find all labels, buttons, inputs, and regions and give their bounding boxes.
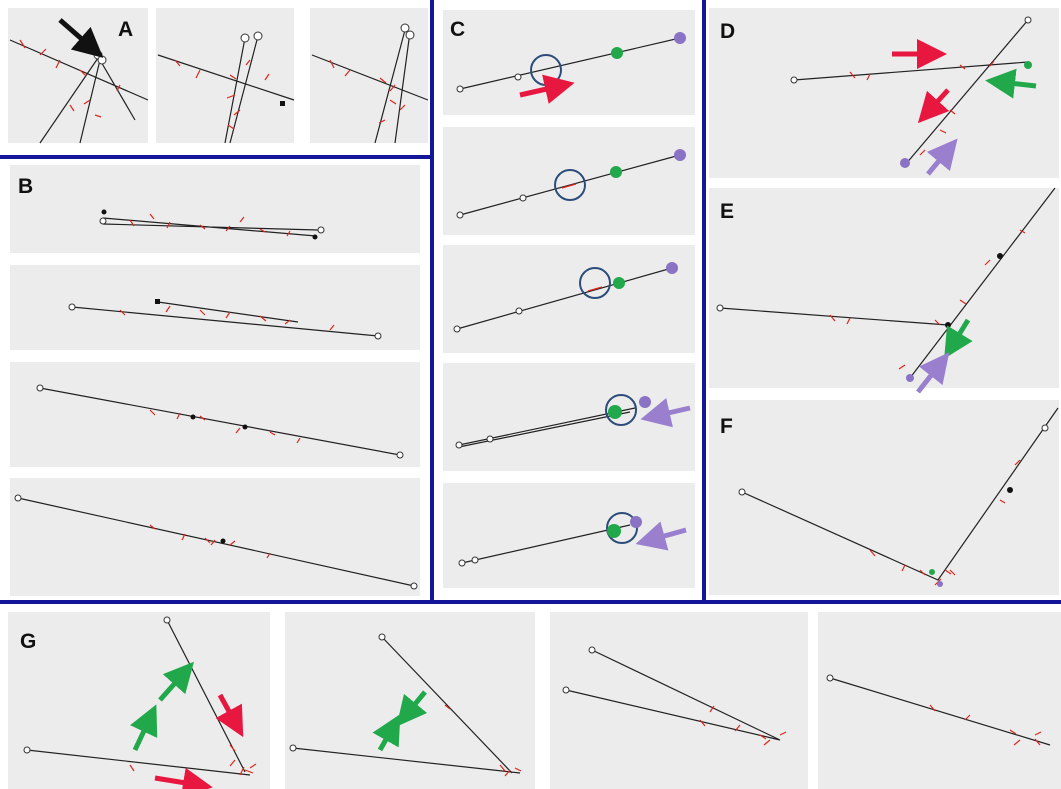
panel-boxes xyxy=(8,8,1061,789)
panel-label: C xyxy=(450,18,465,41)
panel-label: A xyxy=(118,18,133,41)
panel-label: G xyxy=(20,630,36,653)
panel-label: B xyxy=(18,175,33,198)
panel-label: E xyxy=(720,200,734,223)
panel-label: F xyxy=(720,415,733,438)
panel-label: D xyxy=(720,20,735,43)
figure: A B C D E F G xyxy=(0,0,1061,789)
